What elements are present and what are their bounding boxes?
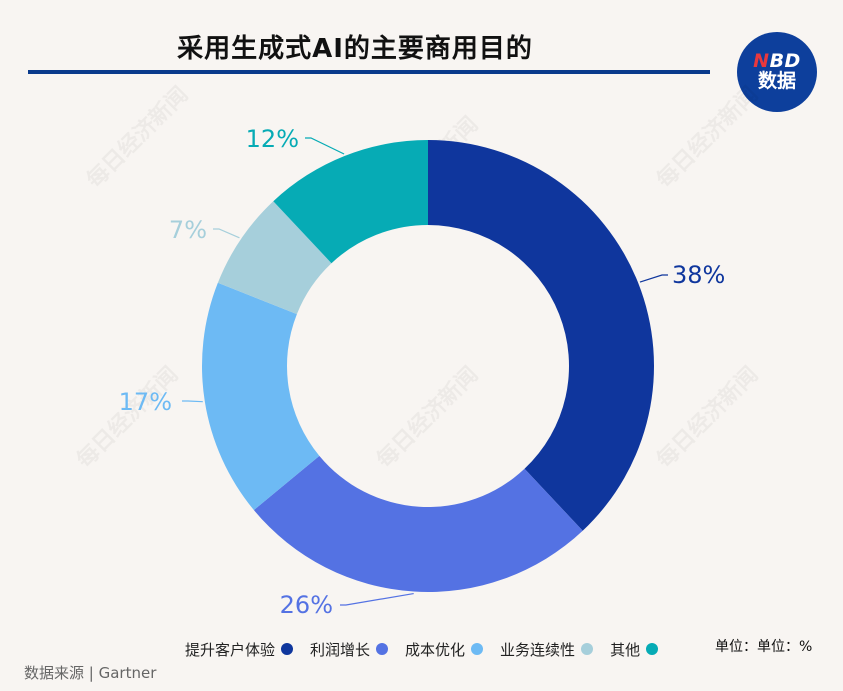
legend-swatch <box>581 643 594 655</box>
page-title: 采用生成式AI的主要商用目的 <box>177 34 533 64</box>
chart-legend: 提升客户体验 利润增长 成本优化 业务连续性 其他 <box>185 638 675 660</box>
slice-4 <box>273 140 428 264</box>
logo-letter-n: N <box>753 50 770 73</box>
leader-line-1 <box>340 592 414 606</box>
data-label-0: 38% <box>672 261 725 289</box>
logo-text: 数据 <box>757 70 796 92</box>
slice-2 <box>202 282 320 511</box>
unit-label: 单位：单位：% <box>715 639 813 655</box>
legend-swatch <box>376 643 389 655</box>
legend-label: 利润增长 <box>310 640 371 659</box>
slice-3 <box>217 201 332 315</box>
title-divider <box>28 70 710 74</box>
slice-1 <box>253 455 583 592</box>
logo-letters-bd: BD <box>769 50 801 73</box>
legend-label: 提升客户体验 <box>185 640 276 659</box>
leader-line-3 <box>213 228 240 239</box>
legend-item: 提升客户体验 <box>185 639 294 660</box>
data-label-2: 17% <box>119 388 172 416</box>
data-label-1: 26% <box>280 591 333 619</box>
leader-line-4 <box>305 137 345 155</box>
legend-swatch <box>281 643 294 655</box>
legend-swatch <box>646 643 659 655</box>
data-label-4: 12% <box>246 125 299 153</box>
legend-label: 业务连续性 <box>500 640 576 659</box>
nbd-logo: NBD 数据 <box>737 32 817 112</box>
legend-label: 成本优化 <box>405 640 466 659</box>
slice-0 <box>428 140 654 531</box>
legend-item: 利润增长 <box>310 639 389 660</box>
leader-line-0 <box>639 274 668 283</box>
legend-item: 其他 <box>610 639 659 660</box>
data-label-3: 7% <box>169 216 207 244</box>
legend-swatch <box>471 643 484 655</box>
legend-label: 其他 <box>610 640 641 659</box>
source-label: 数据来源 | Gartner <box>24 664 157 682</box>
legend-item: 成本优化 <box>405 639 484 660</box>
legend-item: 业务连续性 <box>500 639 594 660</box>
leader-line-2 <box>182 400 203 403</box>
